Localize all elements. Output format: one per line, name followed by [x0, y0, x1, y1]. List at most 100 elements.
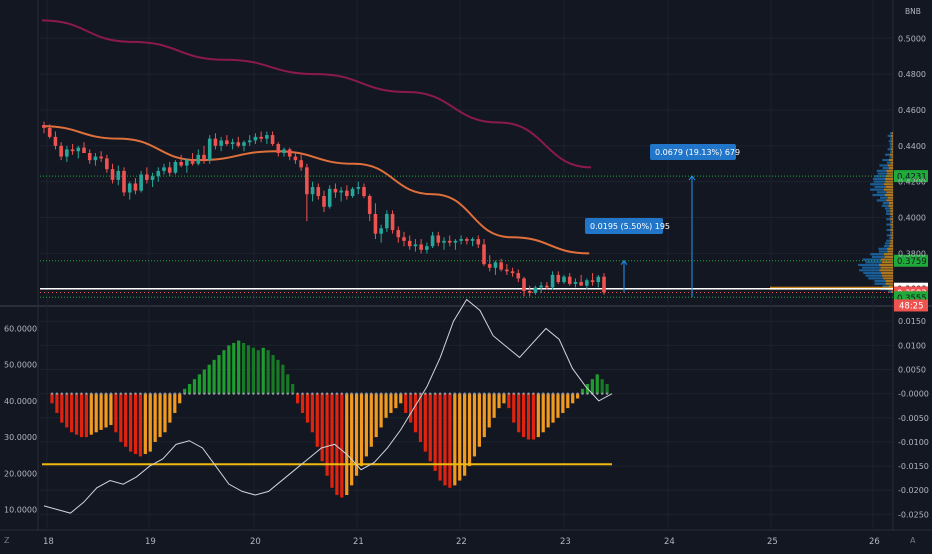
candle[interactable] [133, 178, 138, 195]
histogram-bar[interactable] [404, 393, 408, 413]
candle[interactable] [339, 187, 343, 202]
histogram-bar[interactable] [138, 393, 143, 457]
candle[interactable] [522, 276, 526, 297]
candle[interactable] [162, 163, 166, 175]
histogram-bar[interactable] [89, 393, 93, 435]
moving-average-slow[interactable] [41, 19, 592, 169]
histogram-bar[interactable] [428, 393, 432, 462]
measure-tool[interactable]: 0.0679 (19.13%) 679 [650, 144, 740, 298]
candle[interactable] [65, 145, 69, 162]
histogram-bar[interactable] [526, 393, 531, 440]
histogram-bar[interactable] [212, 359, 216, 394]
price-axis-tick[interactable]: 0.4200 [898, 178, 926, 187]
histogram-bar[interactable] [70, 393, 74, 433]
histogram-bar[interactable] [281, 364, 285, 394]
candle[interactable] [499, 258, 503, 272]
histogram-bar[interactable] [271, 355, 275, 394]
histogram-bar[interactable] [364, 393, 368, 457]
candle[interactable] [379, 224, 383, 243]
histogram-bar[interactable] [158, 393, 162, 438]
time-axis-tick[interactable]: 19 [145, 537, 156, 547]
candle[interactable] [156, 167, 161, 182]
candle[interactable] [345, 185, 349, 200]
histogram-bar[interactable] [266, 350, 270, 394]
price-axis-tick[interactable]: 0.4000 [898, 214, 926, 223]
histogram-bar[interactable] [350, 393, 354, 486]
histogram-bar[interactable] [296, 393, 300, 404]
candle[interactable] [573, 278, 578, 288]
histogram-bar[interactable] [556, 393, 560, 418]
oscillator-left-tick[interactable]: 50.0000 [4, 361, 37, 370]
candle[interactable] [545, 282, 549, 290]
candle[interactable] [59, 142, 63, 161]
candle[interactable] [110, 163, 115, 184]
histogram-bar[interactable] [571, 393, 575, 404]
candle[interactable] [185, 158, 189, 173]
candle[interactable] [550, 271, 555, 290]
candle[interactable] [70, 144, 75, 155]
candle[interactable] [225, 135, 229, 146]
candle[interactable] [476, 235, 481, 249]
candle[interactable] [173, 160, 178, 175]
candle[interactable] [236, 136, 241, 148]
histogram-bar[interactable] [192, 379, 197, 394]
candle[interactable] [207, 135, 212, 164]
corner-left-label[interactable]: Z [4, 536, 10, 545]
candle[interactable] [150, 172, 155, 188]
histogram-bar[interactable] [124, 393, 128, 447]
candle[interactable] [190, 153, 195, 166]
price-axis-tick[interactable]: 0.5000 [898, 34, 926, 43]
histogram-bar[interactable] [576, 393, 580, 399]
candle[interactable] [373, 203, 378, 240]
oscillator-right-tick[interactable]: 0.0150 [898, 317, 926, 326]
candle[interactable] [179, 154, 183, 168]
histogram-bar[interactable] [531, 393, 536, 440]
candle[interactable] [425, 242, 429, 254]
candle[interactable] [145, 167, 149, 184]
countdown-label[interactable]: 48:25 [899, 301, 924, 311]
moving-average-fast[interactable] [41, 125, 590, 255]
price-axis-tick[interactable]: 0.4400 [898, 142, 926, 151]
histogram-bar[interactable] [153, 393, 157, 442]
histogram-bar[interactable] [246, 345, 251, 394]
histogram-bar[interactable] [605, 384, 609, 394]
histogram-bar[interactable] [448, 393, 452, 488]
histogram-bar[interactable] [163, 393, 167, 433]
histogram-bar[interactable] [453, 393, 457, 486]
oscillator-left-tick[interactable]: 30.0000 [4, 433, 37, 442]
histogram-bar[interactable] [497, 393, 501, 409]
histogram-bar[interactable] [379, 393, 383, 428]
candle[interactable] [482, 239, 486, 266]
candle[interactable] [385, 210, 389, 232]
histogram-bar[interactable] [320, 393, 324, 462]
candle[interactable] [487, 255, 492, 272]
candle[interactable] [270, 131, 275, 146]
histogram-bar[interactable] [345, 393, 349, 496]
histogram-bar[interactable] [536, 393, 540, 438]
candle[interactable] [299, 154, 303, 171]
histogram-bar[interactable] [590, 379, 594, 394]
candle[interactable] [505, 264, 509, 275]
histogram-bar[interactable] [595, 374, 599, 394]
histogram-bar[interactable] [217, 355, 221, 394]
candle[interactable] [356, 181, 361, 195]
histogram-bar[interactable] [65, 393, 69, 428]
candle[interactable] [350, 187, 355, 198]
histogram-bar[interactable] [133, 393, 138, 454]
countdown-box[interactable] [894, 299, 928, 312]
price-axis-tick[interactable]: 0.3800 [898, 249, 926, 258]
candle[interactable] [310, 181, 315, 202]
histogram-bar[interactable] [463, 393, 467, 476]
histogram-bar[interactable] [119, 393, 123, 442]
histogram-bar[interactable] [315, 393, 319, 447]
histogram-bar[interactable] [84, 393, 88, 438]
candle[interactable] [556, 271, 561, 284]
oscillator-right-tick[interactable]: -0.0200 [898, 486, 929, 495]
histogram-bar[interactable] [222, 350, 226, 394]
price-axis-tick[interactable]: 0.4600 [898, 106, 926, 115]
oscillator-right-tick[interactable]: -0.0100 [898, 438, 929, 447]
candle[interactable] [287, 147, 292, 161]
histogram-bar[interactable] [178, 393, 182, 404]
time-axis-tick[interactable]: 21 [353, 537, 364, 547]
histogram-bar[interactable] [487, 393, 491, 428]
